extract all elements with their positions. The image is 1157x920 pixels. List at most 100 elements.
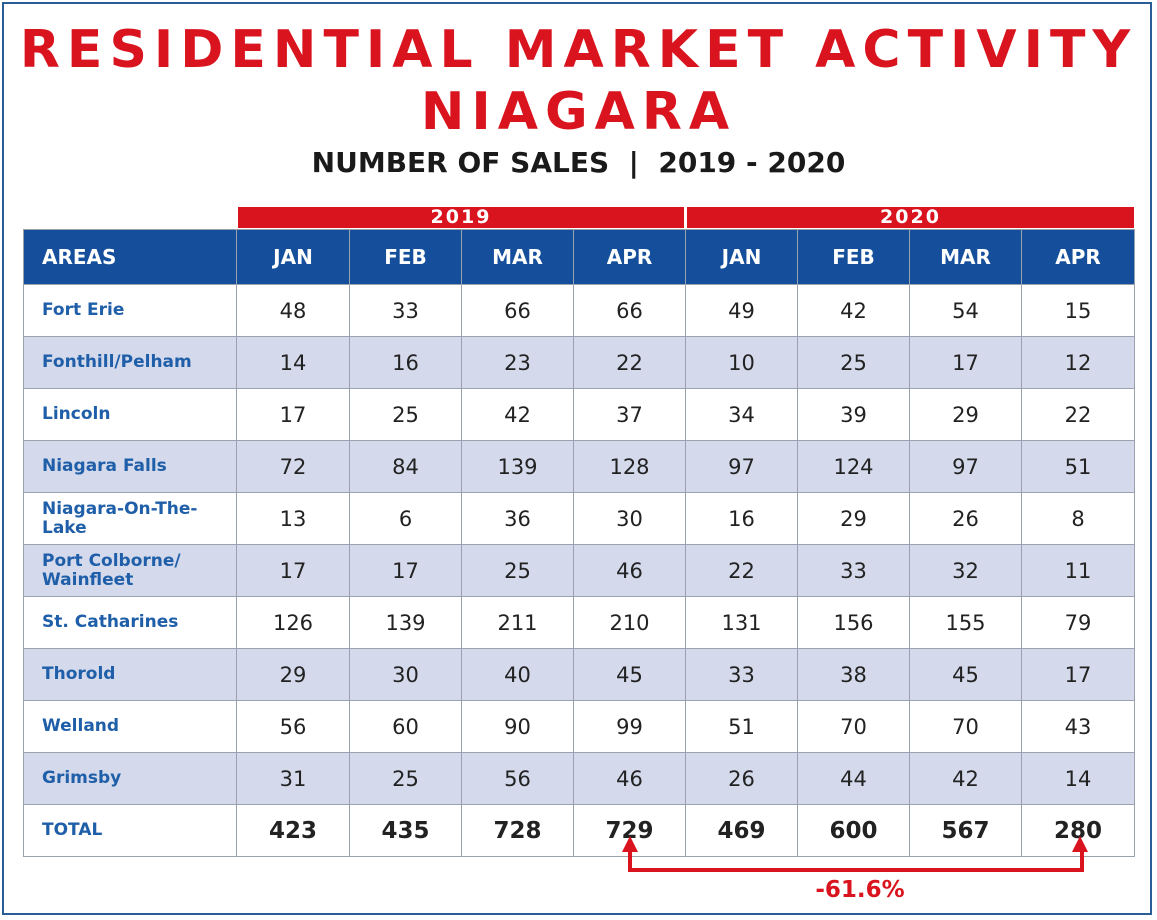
sales-cell: 25: [797, 336, 910, 389]
total-cell: 567: [909, 804, 1022, 857]
area-name: Fonthill/Pelham: [23, 336, 237, 389]
table-row: Lincoln 17 25 42 37 34 39 29 22: [23, 388, 1135, 441]
area-name: St. Catharines: [23, 596, 237, 649]
sales-cell: 43: [1021, 700, 1135, 753]
sales-cell: 156: [797, 596, 910, 649]
area-name: Niagara Falls: [23, 440, 237, 493]
sales-cell: 17: [349, 544, 462, 597]
column-header-month: MAR: [461, 229, 574, 285]
sales-cell: 139: [461, 440, 574, 493]
column-header-month: MAR: [909, 229, 1022, 285]
sales-cell: 26: [685, 752, 798, 805]
sales-cell: 10: [685, 336, 798, 389]
year-banner-2020: 2020: [687, 207, 1134, 228]
sales-cell: 79: [1021, 596, 1135, 649]
sales-cell: 6: [349, 492, 462, 545]
table-body: Fort Erie 48 33 66 66 49 42 54 15 Fonthill/Pelham…: [23, 284, 1135, 857]
sales-cell: 33: [349, 284, 462, 337]
sales-cell: 31: [236, 752, 350, 805]
sales-cell: 51: [1021, 440, 1135, 493]
sales-cell: 29: [236, 648, 350, 701]
sales-cell: 8: [1021, 492, 1135, 545]
total-cell: 435: [349, 804, 462, 857]
sales-cell: 38: [797, 648, 910, 701]
area-name: Fort Erie: [23, 284, 237, 337]
sales-cell: 139: [349, 596, 462, 649]
table-row: Grimsby 31 25 56 46 26 44 42 14: [23, 752, 1135, 805]
sales-cell: 45: [573, 648, 686, 701]
sales-cell: 54: [909, 284, 1022, 337]
area-name: Welland: [23, 700, 237, 753]
sales-cell: 15: [1021, 284, 1135, 337]
sales-cell: 70: [797, 700, 910, 753]
sales-cell: 11: [1021, 544, 1135, 597]
area-name: Grimsby: [23, 752, 237, 805]
sales-cell: 22: [1021, 388, 1135, 441]
sales-cell: 56: [461, 752, 574, 805]
sales-cell: 33: [685, 648, 798, 701]
total-cell: 423: [236, 804, 350, 857]
table-header-row: AREAS JAN FEB MAR APR JAN FEB MAR APR: [23, 229, 1135, 285]
sales-cell: 33: [797, 544, 910, 597]
sales-cell: 14: [1021, 752, 1135, 805]
column-header-month: JAN: [236, 229, 350, 285]
table-row: Port Colborne/ Wainfleet 17 17 25 46 22 33 32 11: [23, 544, 1135, 597]
sales-cell: 90: [461, 700, 574, 753]
sales-cell: 49: [685, 284, 798, 337]
column-header-month: FEB: [349, 229, 462, 285]
total-cell: 728: [461, 804, 574, 857]
report-title-line2: NIAGARA: [420, 82, 737, 142]
column-header-month: JAN: [685, 229, 798, 285]
sales-cell: 13: [236, 492, 350, 545]
sales-cell: 44: [797, 752, 910, 805]
sales-cell: 210: [573, 596, 686, 649]
area-name: Lincoln: [23, 388, 237, 441]
sales-cell: 30: [573, 492, 686, 545]
table-row: Fonthill/Pelham 14 16 23 22 10 25 17 12: [23, 336, 1135, 389]
sales-cell: 17: [236, 388, 350, 441]
sales-cell: 70: [909, 700, 1022, 753]
sales-cell: 29: [909, 388, 1022, 441]
total-label: TOTAL: [23, 804, 237, 857]
sales-cell: 60: [349, 700, 462, 753]
sales-cell: 128: [573, 440, 686, 493]
sales-cell: 46: [573, 752, 686, 805]
percent-change-label: -61.6%: [815, 877, 905, 903]
sales-cell: 42: [461, 388, 574, 441]
sales-cell: 97: [685, 440, 798, 493]
sales-cell: 23: [461, 336, 574, 389]
sales-cell: 126: [236, 596, 350, 649]
sales-cell: 34: [685, 388, 798, 441]
sales-cell: 17: [909, 336, 1022, 389]
column-header-month: APR: [1021, 229, 1135, 285]
sales-cell: 46: [573, 544, 686, 597]
sales-cell: 30: [349, 648, 462, 701]
sales-cell: 25: [349, 752, 462, 805]
report-subtitle: NUMBER OF SALES | 2019 - 2020: [311, 146, 846, 179]
sales-cell: 42: [797, 284, 910, 337]
sales-cell: 32: [909, 544, 1022, 597]
sales-cell: 84: [349, 440, 462, 493]
table-row: Welland 56 60 90 99 51 70 70 43: [23, 700, 1135, 753]
sales-cell: 16: [685, 492, 798, 545]
sales-cell: 42: [909, 752, 1022, 805]
sales-cell: 17: [236, 544, 350, 597]
sales-cell: 14: [236, 336, 350, 389]
sales-cell: 37: [573, 388, 686, 441]
sales-cell: 211: [461, 596, 574, 649]
sales-cell: 25: [461, 544, 574, 597]
sales-cell: 39: [797, 388, 910, 441]
table-row: Fort Erie 48 33 66 66 49 42 54 15: [23, 284, 1135, 337]
sales-cell: 25: [349, 388, 462, 441]
sales-cell: 16: [349, 336, 462, 389]
total-row: TOTAL 423 435 728 729 469 600 567 280: [23, 804, 1135, 857]
column-header-areas: AREAS: [23, 229, 237, 285]
arrow-up-icon: [622, 836, 638, 852]
comparison-connector: [628, 850, 1084, 872]
area-name: Niagara-On-The-Lake: [23, 492, 237, 545]
sales-cell: 99: [573, 700, 686, 753]
table-row: St. Catharines 126 139 211 210 131 156 155 79: [23, 596, 1135, 649]
total-cell: 469: [685, 804, 798, 857]
sales-cell: 48: [236, 284, 350, 337]
column-header-month: FEB: [797, 229, 910, 285]
